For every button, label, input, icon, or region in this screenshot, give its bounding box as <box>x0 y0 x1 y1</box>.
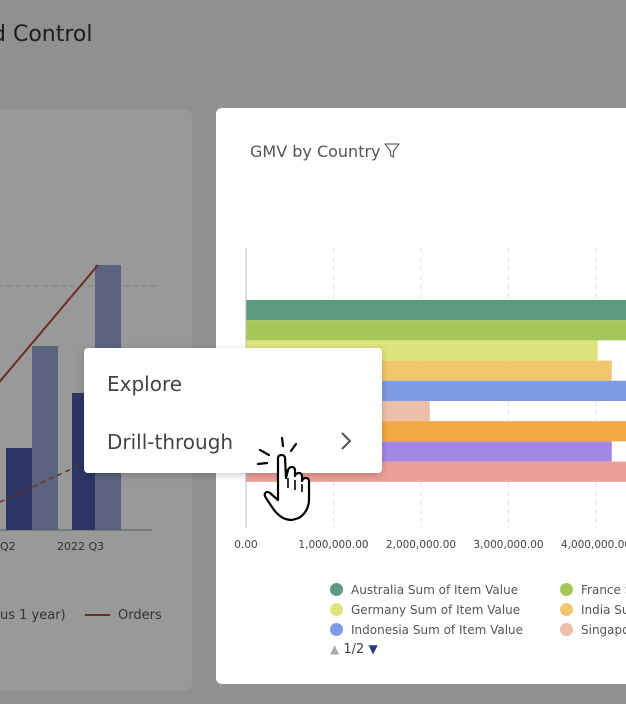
page-title: d Control <box>0 22 93 47</box>
x-tick-label: 0.00 <box>234 539 257 551</box>
page-down-icon[interactable]: ▼ <box>368 642 378 656</box>
legend-item[interactable]: France S <box>560 583 626 597</box>
legend-swatch <box>330 603 343 616</box>
legend-label: Australia Sum of Item Value <box>351 583 519 597</box>
hand-pointer-icon <box>256 436 311 522</box>
legend-item[interactable]: Indonesia Sum of Item Value <box>330 623 523 637</box>
orders-line <box>0 264 99 383</box>
legend-item[interactable]: Singapo <box>560 623 626 637</box>
legend-swatch <box>560 623 573 636</box>
chevron-right-icon[interactable] <box>340 431 352 451</box>
context-menu: Explore Drill-through <box>84 348 382 473</box>
legend-swatch <box>560 583 573 596</box>
bar[interactable] <box>246 300 626 321</box>
x-tick-label: 4,000,000.00 <box>561 539 626 551</box>
x-tick-label: 3,000,000.00 <box>473 539 543 551</box>
page-indicator: 1/2 <box>343 642 365 657</box>
left-bar <box>32 346 58 530</box>
legend-item[interactable]: Australia Sum of Item Value <box>330 583 518 597</box>
bar[interactable] <box>246 320 626 341</box>
x-tick-label: 1,000,000.00 <box>298 539 368 551</box>
legend-label: Germany Sum of Item Value <box>351 603 521 617</box>
legend-label: Orders <box>118 608 162 623</box>
legend-item[interactable]: India Su <box>560 603 626 617</box>
legend-label: Singapo <box>581 623 626 637</box>
legend-label: France S <box>581 583 626 597</box>
x-tick-label: 2,000,000.00 <box>386 539 456 551</box>
legend-swatch <box>560 603 573 616</box>
page-up-icon[interactable]: ▲ <box>330 642 340 656</box>
menu-item-drill-through[interactable]: Drill-through <box>107 430 234 454</box>
legend-swatch <box>330 583 343 596</box>
menu-item-explore[interactable]: Explore <box>107 372 183 396</box>
legend-item[interactable]: Germany Sum of Item Value <box>330 603 520 617</box>
legend-swatch <box>330 623 343 636</box>
legend-label: Indonesia Sum of Item Value <box>351 623 524 637</box>
legend-label: us 1 year) <box>0 608 66 623</box>
legend-pager: ▲ 1/2 ▼ <box>330 642 378 657</box>
filter-icon[interactable] <box>384 143 400 159</box>
legend-label: India Su <box>581 603 626 617</box>
card-title: GMV by Country <box>250 142 381 161</box>
tick-label: Q2 <box>0 540 16 553</box>
orders-dashed-line <box>0 464 81 503</box>
tick-label: 2022 Q3 <box>57 540 104 553</box>
